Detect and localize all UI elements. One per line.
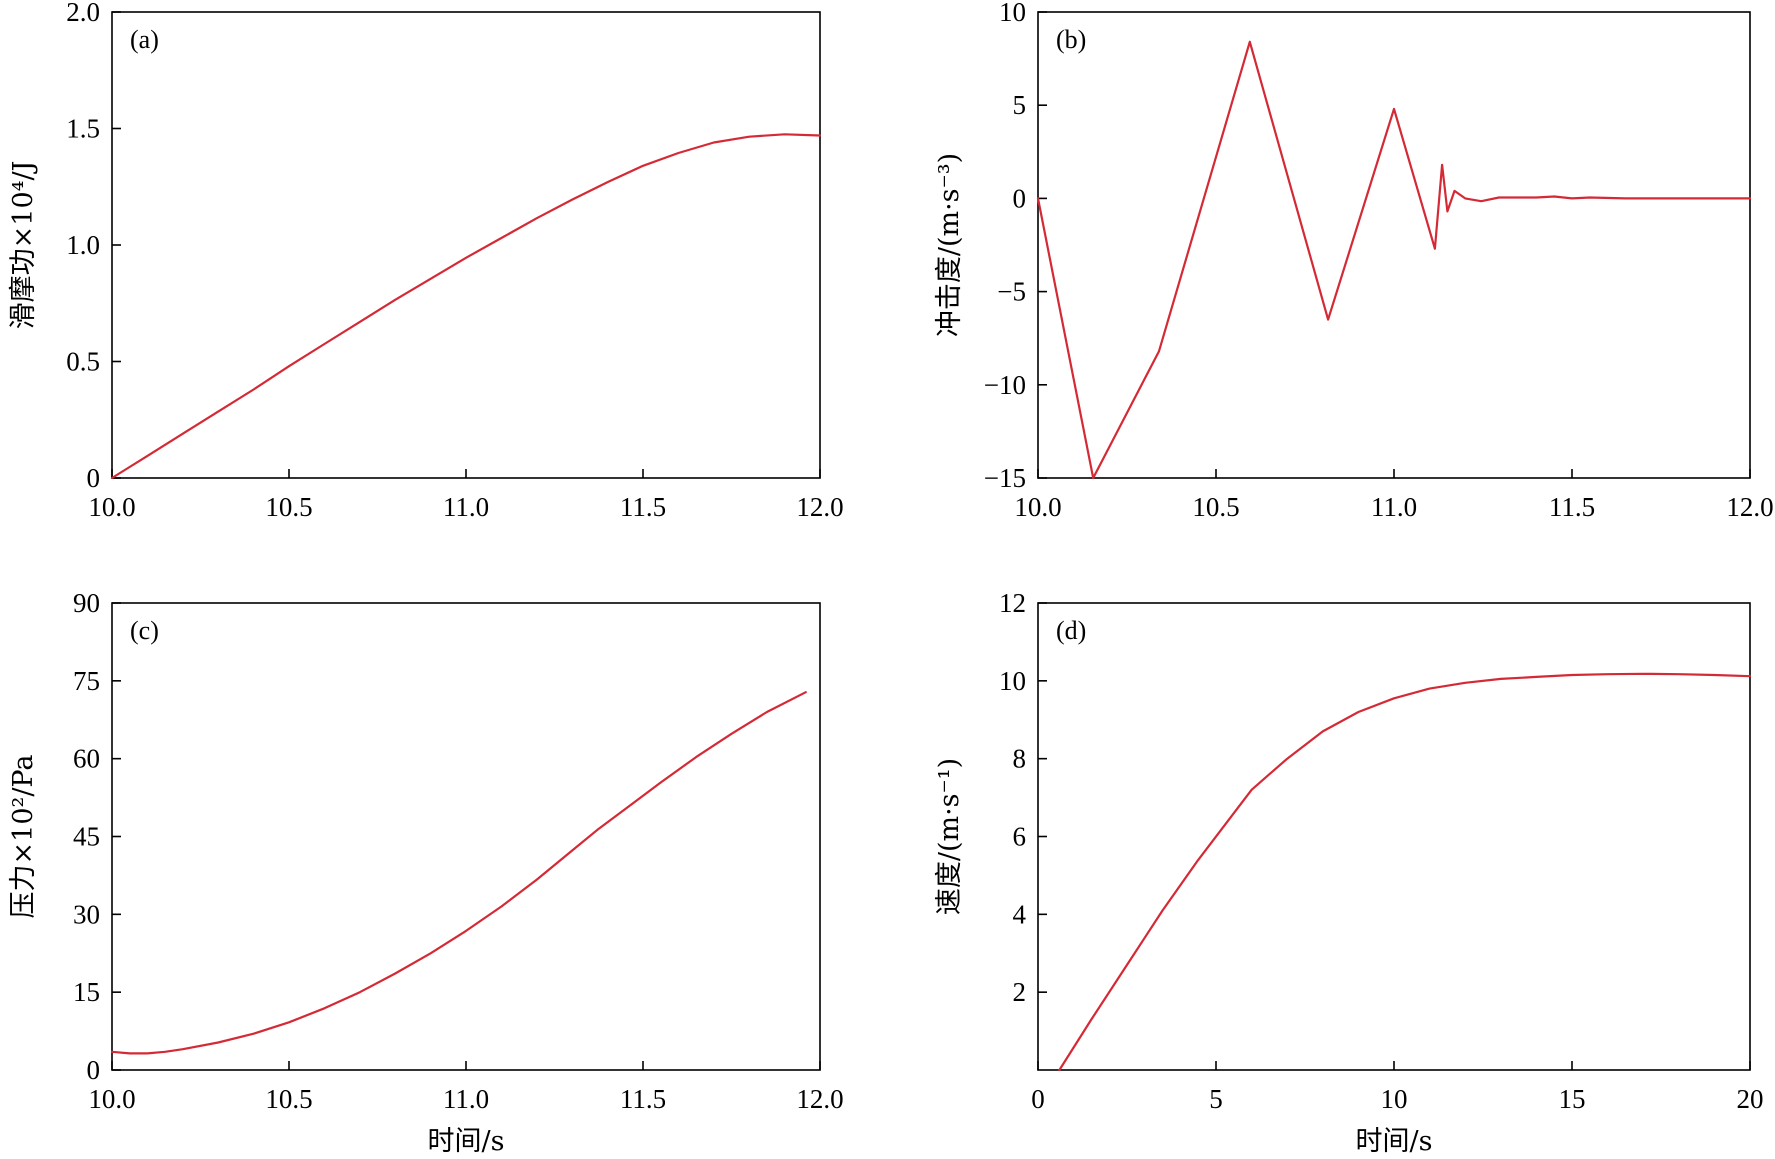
y-tick-label: 0.5 xyxy=(66,347,100,377)
x-tick-label: 11.5 xyxy=(620,1084,666,1114)
y-tick-label: 8 xyxy=(1013,744,1027,774)
x-tick-label: 11.5 xyxy=(620,492,666,522)
x-tick-label: 11.0 xyxy=(443,492,489,522)
x-tick-label: 0 xyxy=(1031,1084,1045,1114)
series-line xyxy=(110,133,822,480)
y-axis-label: 压力×10²/Pa xyxy=(8,755,39,919)
y-tick-label: 1.5 xyxy=(66,114,100,144)
x-tick-label: 10.5 xyxy=(265,492,312,522)
panel-label: (b) xyxy=(1056,25,1086,54)
series-line xyxy=(1036,40,1752,480)
panel-label: (a) xyxy=(130,25,159,54)
y-tick-label: −5 xyxy=(997,277,1026,307)
x-tick-label: 15 xyxy=(1559,1084,1586,1114)
y-tick-label: 0 xyxy=(87,463,101,493)
series-line xyxy=(1058,672,1752,1072)
y-tick-label: −15 xyxy=(984,463,1026,493)
chart-panel-d: 0 5 10 15 20 2 4 6 8 10 12 (d) 速度/(m·s⁻¹) 时间/s xyxy=(934,588,1764,1157)
x-tick-label: 10.5 xyxy=(265,1084,312,1114)
y-tick-label: 1.0 xyxy=(66,230,100,260)
y-axis-label: 滑摩功×10⁴/J xyxy=(8,161,39,330)
y-tick-label: 2.0 xyxy=(66,0,100,27)
y-tick-label: 30 xyxy=(73,899,100,929)
y-tick-label: 60 xyxy=(73,744,100,774)
series-line xyxy=(110,691,807,1055)
y-tick-label: 10 xyxy=(999,0,1026,27)
y-axis-label: 速度/(m·s⁻¹) xyxy=(934,758,965,915)
x-axis-label: 时间/s xyxy=(1356,1126,1433,1157)
y-tick-label: 45 xyxy=(73,822,100,852)
x-tick-label: 11.0 xyxy=(1371,492,1417,522)
x-tick-label: 10 xyxy=(1381,1084,1408,1114)
y-axis-label: 冲击度/(m·s⁻³) xyxy=(934,153,965,337)
x-tick-label: 10.0 xyxy=(1014,492,1061,522)
x-tick-label: 10.5 xyxy=(1192,492,1239,522)
plot-frame xyxy=(111,11,821,479)
panel-label: (c) xyxy=(130,616,159,645)
plot-frame xyxy=(111,602,821,1071)
x-tick-label: 11.0 xyxy=(443,1084,489,1114)
y-tick-label: 0 xyxy=(1013,183,1027,213)
x-tick-label: 12.0 xyxy=(1726,492,1773,522)
chart-panel-c: 10.0 10.5 11.0 11.5 12.0 0 15 30 45 60 75 90 (c) 压力×1… xyxy=(8,588,844,1157)
panel-label: (d) xyxy=(1056,616,1086,645)
y-tick-label: 75 xyxy=(73,666,100,696)
y-tick-label: 6 xyxy=(1013,822,1027,852)
y-tick-label: −10 xyxy=(984,370,1026,400)
x-tick-label: 5 xyxy=(1209,1084,1223,1114)
y-tick-label: 15 xyxy=(73,977,100,1007)
plot-frame xyxy=(1037,11,1751,479)
x-tick-label: 12.0 xyxy=(796,1084,843,1114)
y-tick-label: 0 xyxy=(87,1055,101,1085)
y-tick-label: 5 xyxy=(1013,90,1027,120)
y-tick-label: 12 xyxy=(999,588,1026,618)
x-tick-label: 20 xyxy=(1737,1084,1764,1114)
y-tick-label: 10 xyxy=(999,666,1026,696)
x-tick-label: 11.5 xyxy=(1549,492,1595,522)
chart-panel-b: 10.0 10.5 11.0 11.5 12.0 −15 −10 −5 0 5 10 (b) 冲击度/(… xyxy=(934,0,1774,522)
x-tick-label: 12.0 xyxy=(796,492,843,522)
y-tick-label: 2 xyxy=(1013,977,1027,1007)
y-tick-label: 4 xyxy=(1013,899,1027,929)
chart-panel-a: 10.0 10.5 11.0 11.5 12.0 0 0.5 1.0 1.5 2.0 (a) 滑摩功×… xyxy=(8,0,844,522)
x-tick-label: 10.0 xyxy=(88,1084,135,1114)
x-axis-label: 时间/s xyxy=(428,1126,505,1157)
y-tick-label: 90 xyxy=(73,588,100,618)
x-tick-label: 10.0 xyxy=(88,492,135,522)
